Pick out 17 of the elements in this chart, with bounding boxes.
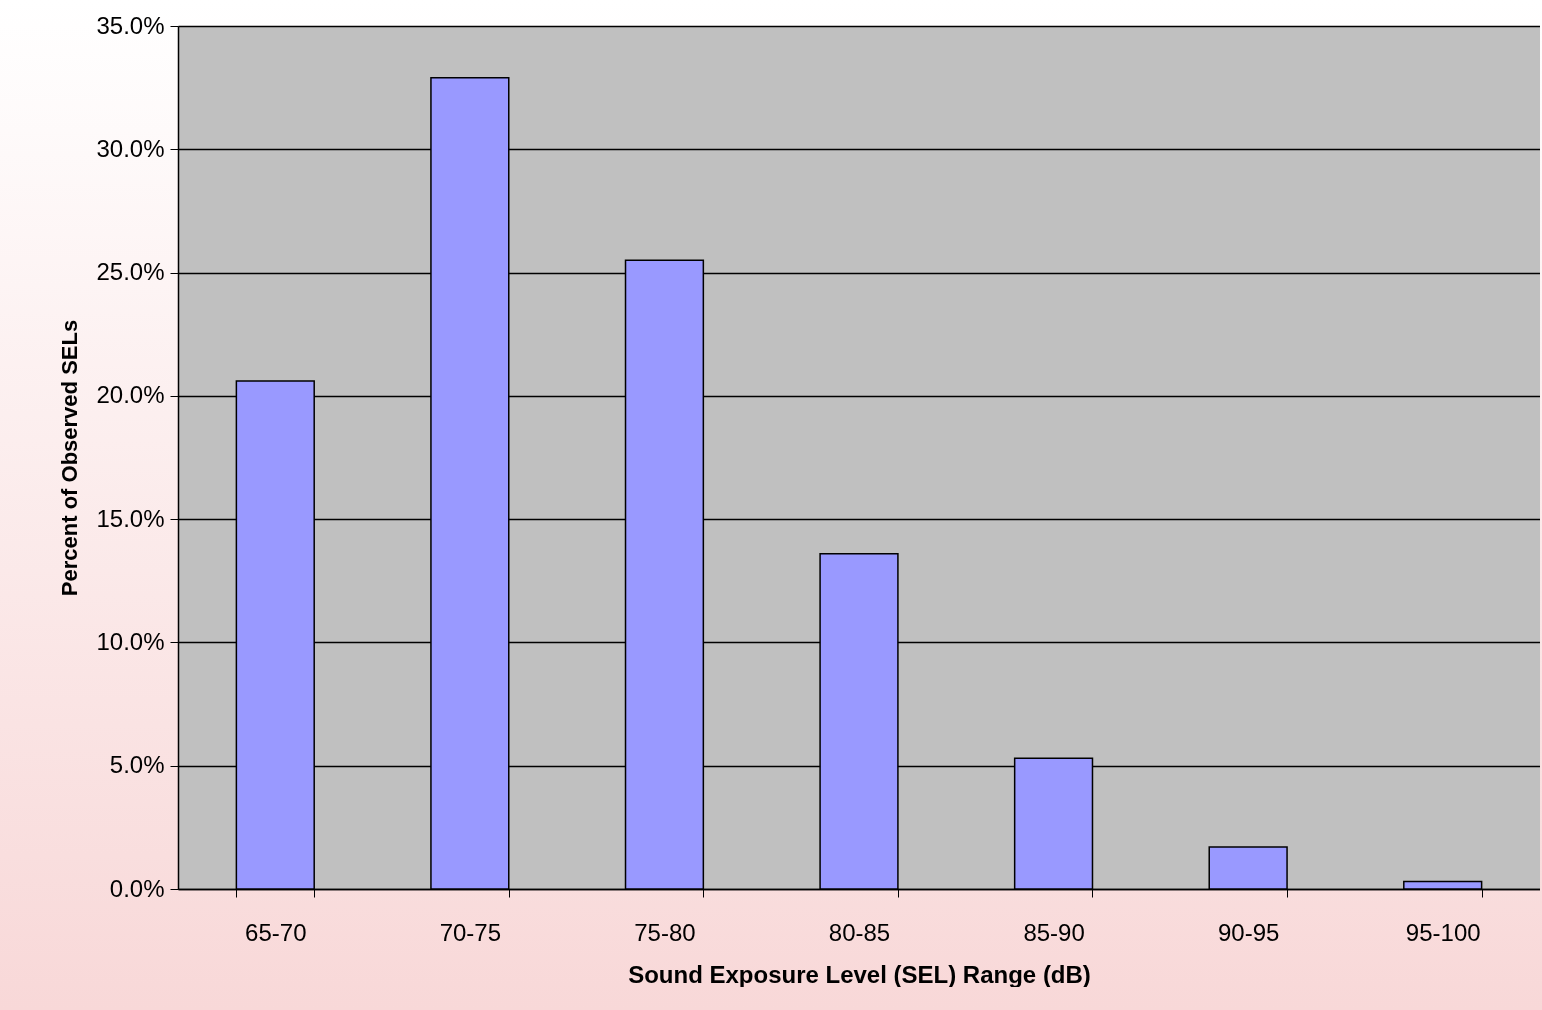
- y-tick-label: 5.0%: [109, 751, 165, 779]
- x-tick-label: 90-95: [1217, 918, 1280, 946]
- x-tick-label: 65-70: [245, 918, 307, 946]
- x-tick-label: 95-100: [1405, 918, 1481, 946]
- x-tick-label: 80-85: [828, 918, 891, 946]
- y-tick-label: 20.0%: [96, 381, 165, 409]
- y-tick-label: 25.0%: [96, 258, 165, 286]
- x-tick-label: 75-80: [634, 918, 696, 946]
- y-axis-title: Percent of Observed SELs: [57, 319, 83, 597]
- y-tick-label: 10.0%: [96, 627, 165, 655]
- x-tick-label: 85-90: [1023, 918, 1085, 946]
- y-tick-label: 30.0%: [96, 134, 165, 162]
- x-tick-label: 70-75: [439, 918, 502, 946]
- x-axis-title: Sound Exposure Level (SEL) Range (dB): [628, 960, 1091, 988]
- y-tick-label: 35.0%: [96, 11, 165, 39]
- y-tick-label: 15.0%: [96, 504, 165, 532]
- y-tick-label: 0.0%: [109, 874, 165, 902]
